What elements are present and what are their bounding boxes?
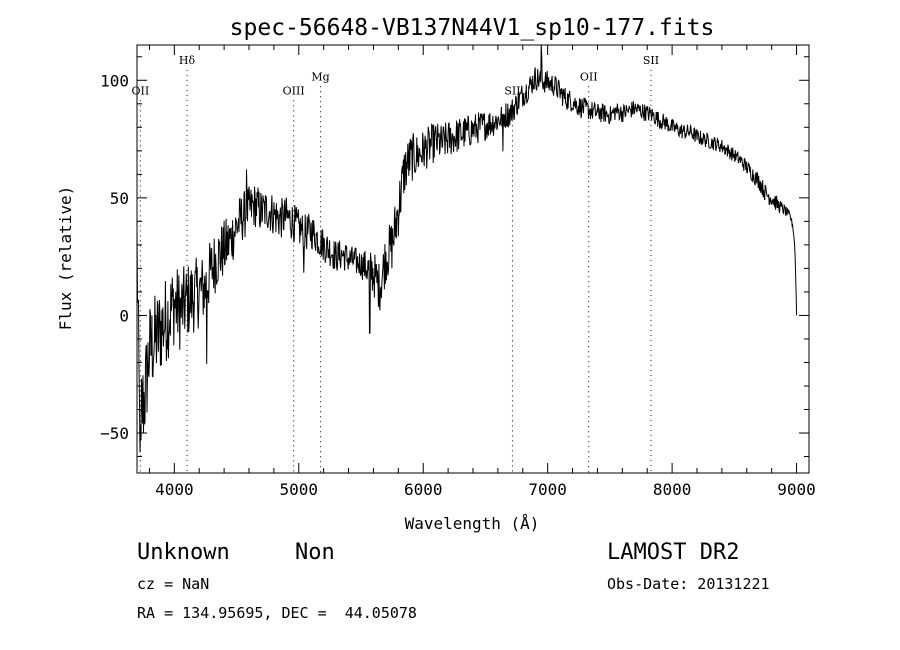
object-class: Unknown bbox=[137, 540, 230, 565]
plot-frame bbox=[136, 44, 810, 474]
chart-title: spec-56648-VB137N44V1_sp10-177.fits bbox=[230, 15, 715, 41]
x-tick-label: 9000 bbox=[777, 480, 816, 499]
emission-line-label: OII bbox=[580, 70, 598, 83]
coordinates-text: RA = 134.95695, DEC = 44.05078 bbox=[137, 604, 417, 622]
spectrum-series bbox=[136, 44, 798, 453]
x-tick-label: 6000 bbox=[404, 480, 443, 499]
emission-line-label: SII bbox=[643, 54, 659, 67]
observation-date: Obs-Date: 20131221 bbox=[607, 575, 770, 593]
y-axis-label: Flux (relative) bbox=[56, 186, 75, 331]
x-tick-label: 5000 bbox=[280, 480, 319, 499]
y-tick-label: −50 bbox=[100, 424, 129, 443]
emission-line-label: OII bbox=[132, 84, 150, 97]
x-tick-label: 7000 bbox=[528, 480, 567, 499]
emission-line-label: Hδ bbox=[179, 54, 196, 67]
survey-name: LAMOST DR2 bbox=[607, 540, 740, 565]
x-tick-label: 4000 bbox=[155, 480, 194, 499]
spectrum-line bbox=[136, 44, 798, 453]
emission-line-label: Mg bbox=[311, 70, 329, 83]
axis-ticks: 4000 5000 6000 7000 8000 9000 −50 0 50 100 bbox=[100, 45, 816, 499]
y-tick-label: 100 bbox=[100, 71, 129, 90]
spectrum-chart: spec-56648-VB137N44V1_sp10-177.fits Flux… bbox=[56, 15, 816, 533]
redshift-text: cz = NaN bbox=[137, 575, 210, 593]
y-tick-label: 50 bbox=[110, 189, 129, 208]
x-tick-label: 8000 bbox=[653, 480, 692, 499]
emission-line-label: OIII bbox=[283, 84, 305, 97]
line-markers: OII Hδ OIII Mg SII OII SII bbox=[132, 54, 659, 473]
y-tick-label: 0 bbox=[119, 306, 129, 325]
emission-line-label: SII bbox=[504, 84, 520, 97]
x-axis-label: Wavelength (Å) bbox=[405, 514, 540, 533]
object-subclass: Non bbox=[295, 540, 335, 565]
